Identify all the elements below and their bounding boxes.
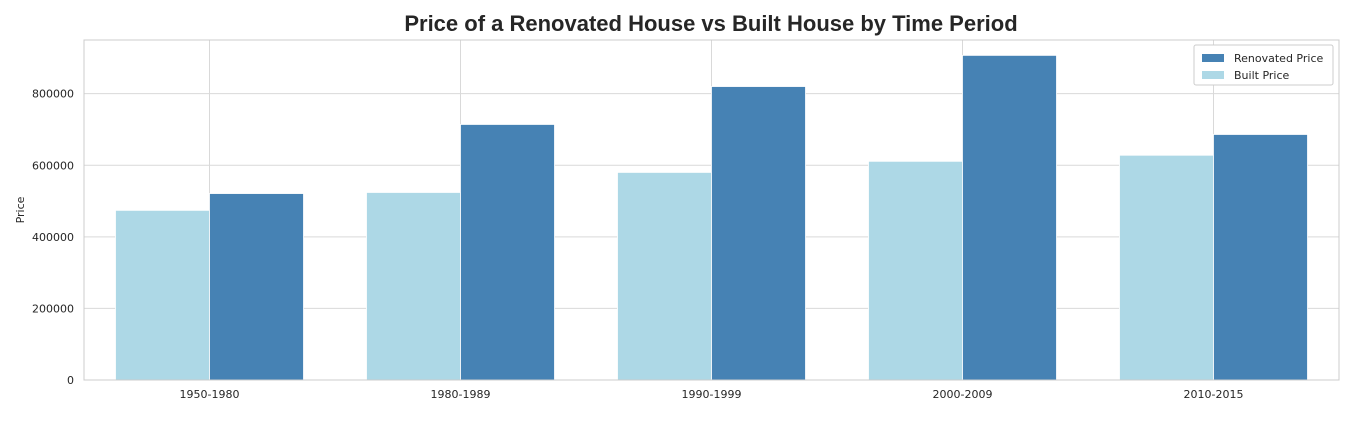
x-tick-labels: 1950-1980 1980-1989 1990-1999 2000-2009 2010…: [180, 388, 1244, 401]
legend-swatch: [1202, 54, 1224, 62]
built-price-bar: [868, 160, 963, 381]
built-price-bar: [617, 172, 712, 381]
x-tick-label: 1980-1989: [431, 388, 491, 401]
y-tick-label: 800000: [32, 88, 74, 101]
built-price-bar: [1119, 154, 1214, 381]
legend-swatch: [1202, 71, 1224, 79]
built-price-bar: [115, 209, 210, 381]
x-tick-label: 2010-2015: [1184, 388, 1244, 401]
renovated-price-bar: [962, 54, 1057, 381]
x-tick-label: 1990-1999: [682, 388, 742, 401]
y-tick-label: 600000: [32, 159, 74, 172]
bars: [115, 54, 1308, 381]
renovated-price-bar: [460, 124, 555, 381]
legend-box: [1193, 44, 1334, 86]
built-price-bar: [366, 192, 461, 381]
y-tick-label: 0: [67, 374, 74, 387]
x-tick-label: 2000-2009: [933, 388, 993, 401]
renovated-price-bar: [209, 193, 304, 381]
x-tick-label: 1950-1980: [180, 388, 240, 401]
y-axis-label: Price: [14, 196, 27, 223]
plot-frame: [83, 39, 1340, 381]
renovated-price-bar: [711, 86, 806, 381]
legend-label: Renovated Price: [1234, 52, 1323, 65]
y-tick-label: 200000: [32, 302, 74, 315]
legend-label: Built Price: [1234, 69, 1290, 82]
legend: Renovated Price Built Price: [1193, 44, 1334, 86]
y-tick-labels: 0 200000 400000 600000 800000: [32, 88, 74, 387]
chart-title: Price of a Renovated House vs Built Hous…: [404, 11, 1017, 36]
renovated-price-bar: [1213, 134, 1308, 381]
y-tick-label: 400000: [32, 231, 74, 244]
